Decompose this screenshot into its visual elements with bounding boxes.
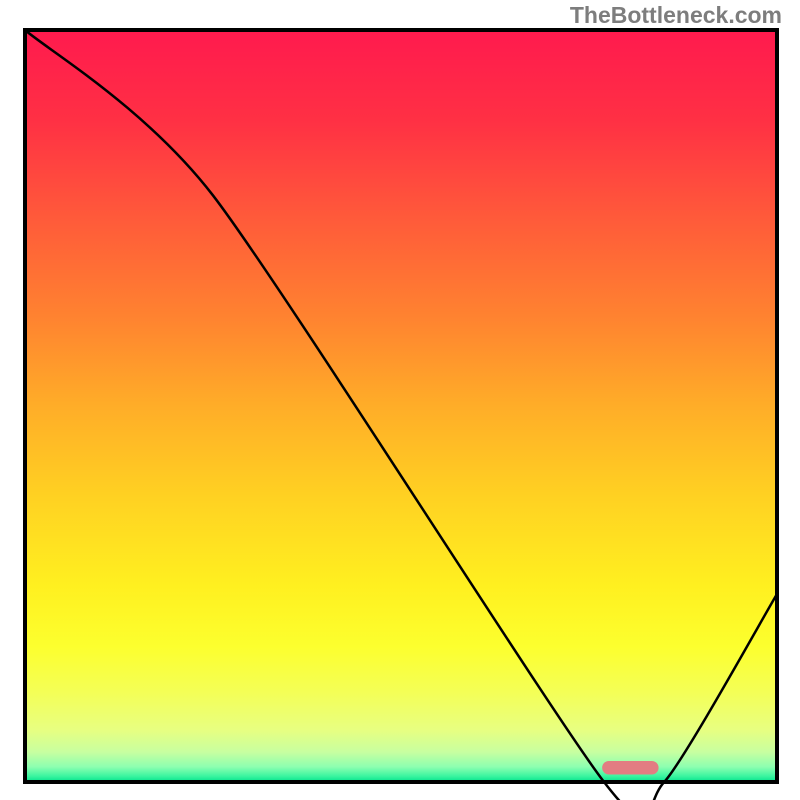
attribution-text: TheBottleneck.com bbox=[570, 2, 782, 29]
chart-container: TheBottleneck.com bbox=[0, 0, 800, 800]
bottleneck-chart bbox=[0, 0, 800, 800]
optimal-range-marker bbox=[602, 761, 658, 775]
gradient-background bbox=[25, 30, 777, 782]
